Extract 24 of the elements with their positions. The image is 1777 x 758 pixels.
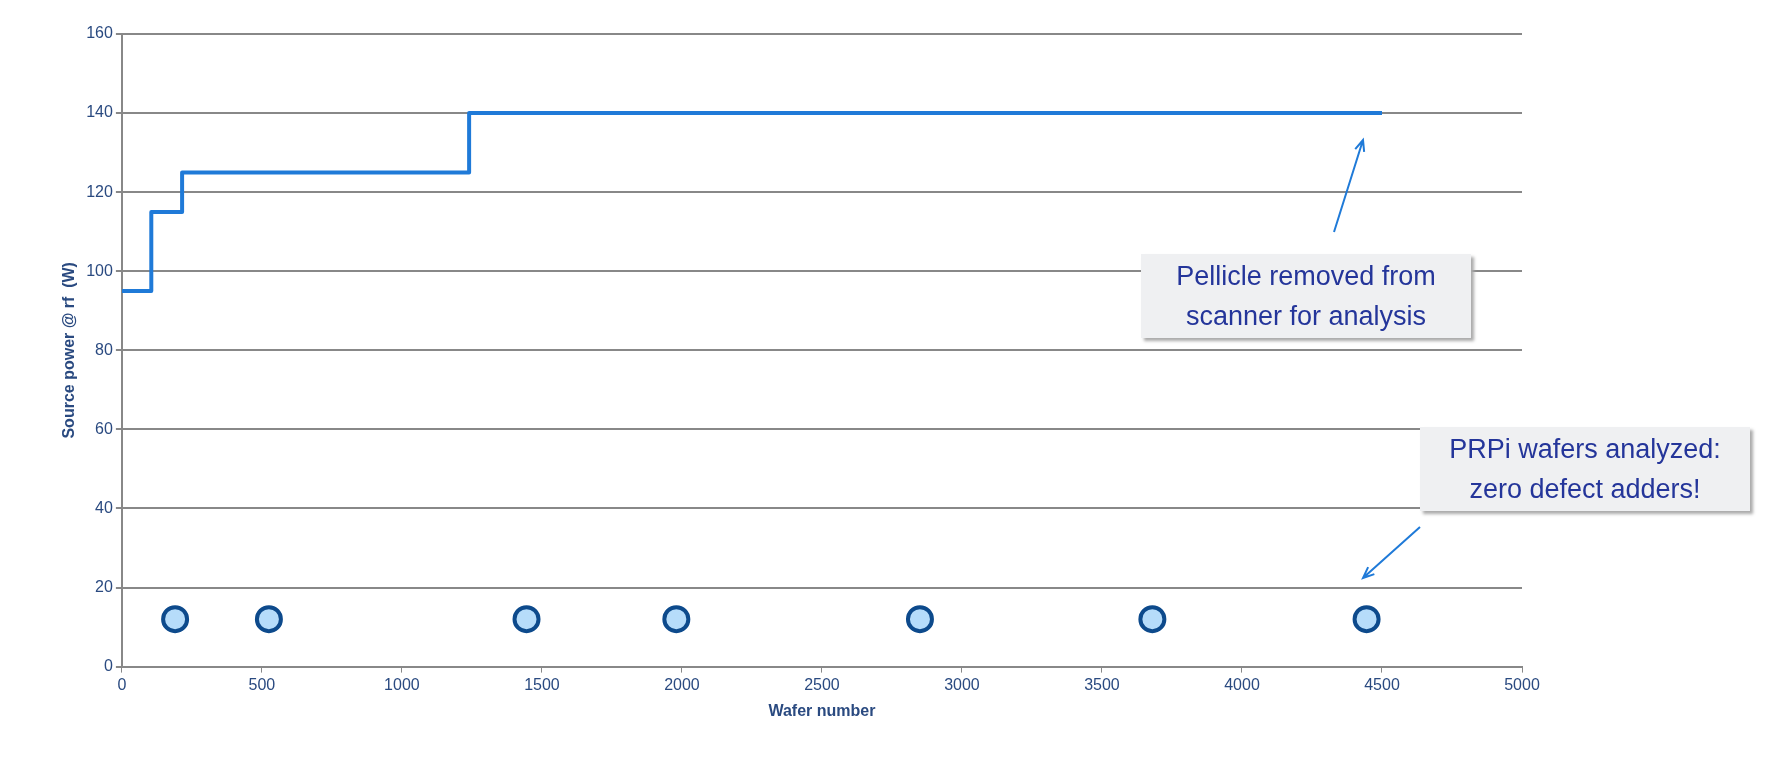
x-tick-label: 4000 — [1224, 675, 1260, 693]
y-tick-label: 120 — [86, 182, 113, 200]
y-tick-label: 20 — [95, 577, 113, 595]
x-tick-label: 3000 — [944, 675, 980, 693]
y-tick-label: 100 — [86, 261, 113, 279]
y-axis-title: Source power @ rf (W) — [60, 262, 78, 439]
callout: Pellicle removed from scanner for analysis — [1141, 254, 1471, 338]
x-tick-label: 3500 — [1084, 675, 1120, 693]
x-tick-label: 4500 — [1364, 675, 1400, 693]
x-axis-title: Wafer number — [768, 701, 876, 719]
x-tick-label: 0 — [117, 675, 127, 693]
y-tick-label: 60 — [95, 419, 113, 437]
x-tick-label: 1500 — [524, 675, 560, 693]
callout: PRPi wafers analyzed: zero defect adders! — [1420, 427, 1750, 511]
x-tick-label: 500 — [248, 675, 276, 693]
y-tick-label: 40 — [95, 498, 113, 516]
y-tick-label: 140 — [86, 103, 113, 121]
x-tick-label: 2000 — [664, 675, 700, 693]
y-tick-label: 160 — [86, 24, 113, 42]
y-tick-label: 0 — [103, 657, 113, 675]
y-tick-label: 80 — [95, 340, 113, 358]
x-tick-label: 1000 — [384, 675, 420, 693]
x-tick-label: 5000 — [1504, 675, 1540, 693]
x-tick-label: 2500 — [804, 675, 840, 693]
